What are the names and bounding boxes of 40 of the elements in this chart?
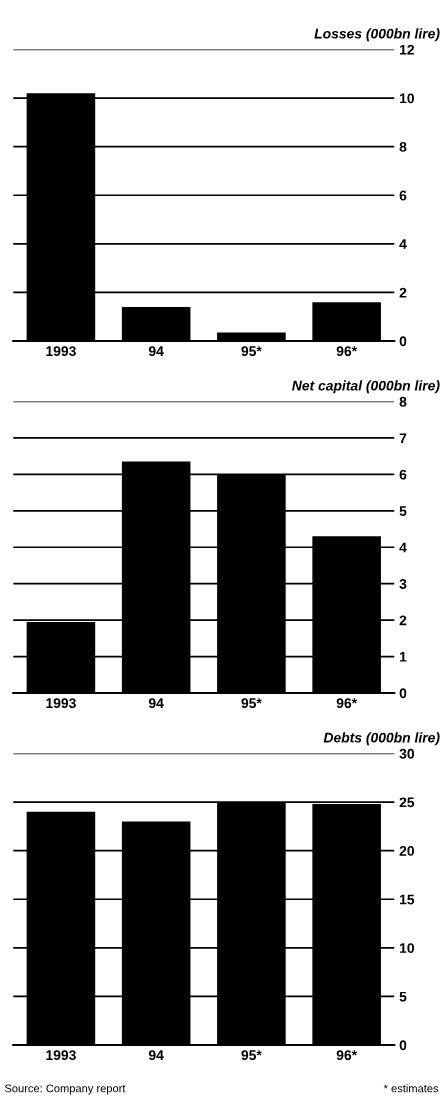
y-tick-label: 2 <box>399 615 407 626</box>
chart-title: Losses (000bn lire) <box>314 28 440 42</box>
y-tick-label: 8 <box>399 396 407 407</box>
y-tick-label: 10 <box>400 943 415 953</box>
y-tick-label: 20 <box>399 846 415 856</box>
x-tick-label: 1993 <box>46 698 76 709</box>
y-tick-label: 25 <box>399 797 415 808</box>
x-tick-label: 96* <box>336 1050 358 1061</box>
y-tick-label: 4 <box>399 542 407 553</box>
y-tick-label: 12 <box>400 44 415 55</box>
y-tick-label: 15 <box>400 894 415 905</box>
x-tick-label: 94 <box>148 346 164 357</box>
x-tick-label: 95* <box>241 1050 262 1061</box>
chart-title: Debts (000bn lire) <box>323 732 440 746</box>
y-tick-label: 0 <box>399 688 407 699</box>
y-tick-label: 2 <box>399 287 407 298</box>
source-note: Source: Company report <box>4 1084 126 1095</box>
x-tick-label: 1993 <box>46 346 76 357</box>
x-tick-label: 95* <box>241 698 262 709</box>
y-tick-label: 30 <box>399 748 415 759</box>
x-tick-label: 96* <box>336 346 358 357</box>
x-tick-label: 94 <box>148 698 164 709</box>
y-tick-label: 5 <box>399 506 407 516</box>
x-tick-label: 95* <box>241 346 262 357</box>
x-tick-label: 96* <box>336 698 358 709</box>
y-tick-label: 10 <box>400 93 415 104</box>
chart-title: Net capital (000bn lire) <box>292 380 440 394</box>
y-tick-label: 8 <box>399 142 407 152</box>
y-tick-label: 3 <box>399 579 407 589</box>
y-tick-label: 7 <box>399 433 407 443</box>
y-tick-label: 1 <box>400 652 407 662</box>
y-tick-label: 6 <box>399 469 407 480</box>
y-tick-label: 0 <box>399 1040 407 1051</box>
y-tick-label: 4 <box>399 239 407 249</box>
y-tick-label: 0 <box>399 336 407 347</box>
x-tick-label: 94 <box>148 1050 164 1061</box>
y-tick-label: 6 <box>399 190 407 201</box>
x-tick-label: 1993 <box>46 1050 76 1061</box>
text: * estimates <box>383 1084 439 1093</box>
y-tick-label: 5 <box>399 991 407 1002</box>
